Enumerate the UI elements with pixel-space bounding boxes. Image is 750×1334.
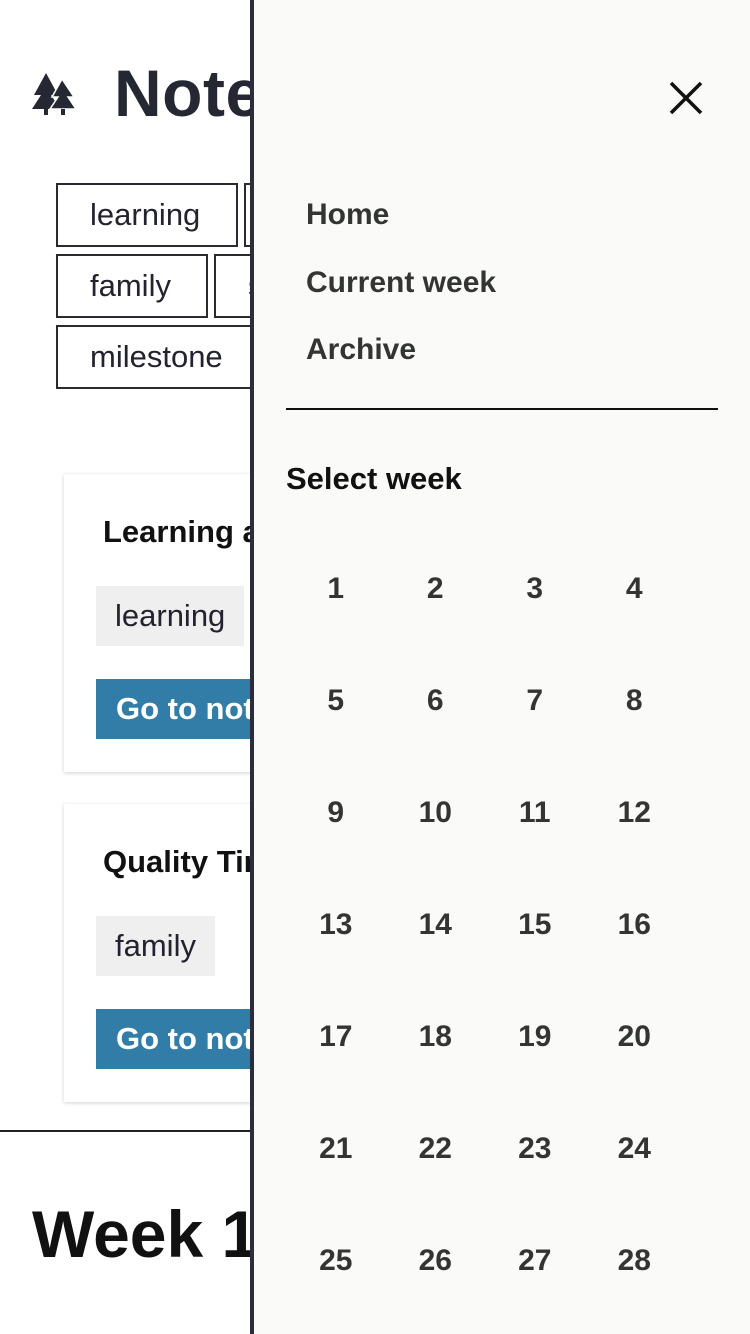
week-1[interactable]: 1 [327,572,345,605]
week-11[interactable]: 11 [518,796,551,829]
week-heading: Week 1 [32,1197,259,1271]
week-18[interactable]: 18 [418,1020,452,1053]
week-15[interactable]: 15 [518,908,552,941]
tag-filter-milestone[interactable]: milestone [56,325,256,389]
week-2[interactable]: 2 [426,572,444,605]
week-13[interactable]: 13 [319,908,353,941]
tag-filter-family[interactable]: family [56,254,208,318]
week-14[interactable]: 14 [418,908,452,941]
week-22[interactable]: 22 [418,1132,452,1165]
week-10[interactable]: 10 [418,796,452,829]
week-17[interactable]: 17 [319,1020,353,1053]
week-28[interactable]: 28 [617,1244,651,1277]
select-week-label: Select week [286,461,462,496]
week-5[interactable]: 5 [327,684,345,717]
week-21[interactable]: 21 [319,1132,353,1165]
week-26[interactable]: 26 [418,1244,452,1277]
tag-filter-learning[interactable]: learning [56,183,238,247]
week-6[interactable]: 6 [426,684,444,717]
close-icon[interactable] [666,78,706,118]
week-27[interactable]: 27 [518,1244,552,1277]
week-4[interactable]: 4 [625,572,643,605]
note-tag: learning [96,586,245,646]
week-25[interactable]: 25 [319,1244,353,1277]
nav-home[interactable]: Home [306,198,390,231]
drawer-nav: Home Current week Archive [306,193,496,396]
drawer-divider [286,408,718,410]
week-7[interactable]: 7 [526,684,544,717]
trees-icon [32,73,78,115]
week-12[interactable]: 12 [617,796,651,829]
week-24[interactable]: 24 [617,1132,651,1165]
week-3[interactable]: 3 [526,572,544,605]
week-16[interactable]: 16 [617,908,651,941]
week-19[interactable]: 19 [518,1020,552,1053]
week-grid: 1 2 3 4 5 6 7 8 9 10 11 12 13 14 15 16 17 18 19 20 21 22 23 24 2… [286,533,686,1317]
nav-current-week[interactable]: Current week [306,265,497,299]
nav-archive[interactable]: Archive [306,333,417,366]
week-20[interactable]: 20 [617,1020,651,1053]
note-tag: family [96,916,215,976]
note-title: Learning a [103,514,260,549]
week-8[interactable]: 8 [625,684,643,717]
week-23[interactable]: 23 [518,1132,552,1165]
week-9[interactable]: 9 [327,796,345,829]
